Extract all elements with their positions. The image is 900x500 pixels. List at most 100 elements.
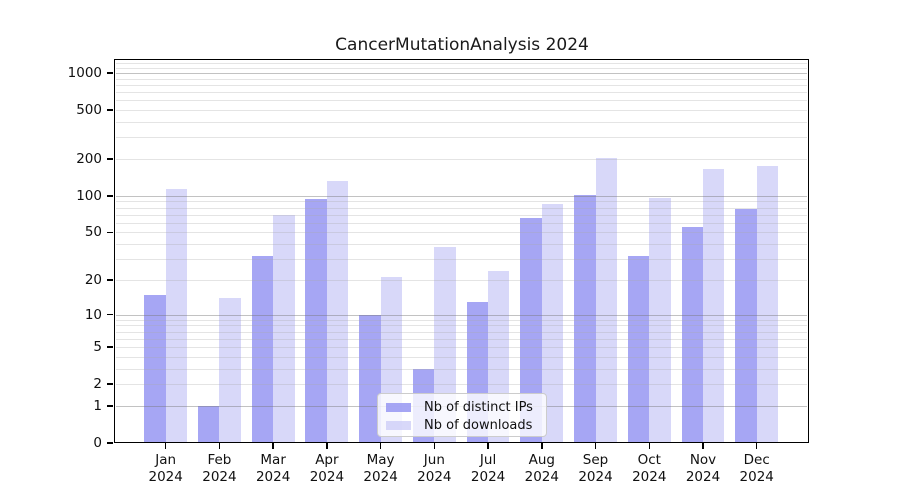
minor-gridline (116, 356, 807, 358)
major-gridline (116, 73, 807, 75)
bar-distinct-ips (627, 255, 650, 443)
bar-distinct-ips (574, 194, 596, 443)
y-tick-label: 10 (84, 306, 102, 323)
x-tick (487, 443, 489, 449)
plot-area (114, 59, 809, 443)
minor-gridline (116, 222, 807, 224)
x-tick (164, 443, 167, 449)
minor-gridline (116, 331, 807, 333)
x-tick-label: Sep 2024 (578, 452, 613, 485)
bar-downloads (326, 181, 349, 443)
x-tick (541, 443, 543, 449)
y-tick (107, 195, 113, 197)
minor-gridline (116, 347, 807, 349)
bar-downloads (649, 198, 671, 443)
minor-gridline (116, 78, 807, 80)
bar-distinct-ips (735, 209, 757, 443)
x-tick-label: Aug 2024 (524, 452, 559, 485)
x-tick (272, 443, 274, 449)
minor-gridline (116, 325, 807, 327)
bar-downloads (595, 157, 617, 443)
legend: Nb of distinct IPs Nb of downloads (377, 393, 547, 437)
minor-gridline (116, 63, 807, 65)
minor-gridline (116, 137, 807, 139)
minor-gridline (116, 279, 807, 281)
y-tick-label: 100 (76, 187, 102, 204)
x-tick-label: Jul 2024 (470, 452, 506, 485)
x-tick-label: Jun 2024 (417, 452, 452, 485)
minor-gridline (116, 67, 807, 69)
x-tick (755, 443, 758, 449)
minor-gridline (116, 110, 807, 112)
y-tick-label: 0 (93, 435, 102, 451)
bar-distinct-ips (520, 217, 542, 443)
x-tick (379, 443, 382, 449)
y-tick (107, 346, 113, 348)
bar-downloads (219, 297, 241, 443)
y-tick (107, 405, 113, 407)
bar-distinct-ips (681, 226, 703, 443)
x-tick (594, 443, 597, 449)
x-tick-label: Mar 2024 (255, 452, 291, 485)
x-tick-label: Nov 2024 (685, 452, 721, 485)
bar-downloads (165, 189, 188, 443)
bar-downloads (756, 165, 779, 443)
bar-distinct-ips (359, 314, 381, 443)
legend-item-ips: Nb of distinct IPs (386, 398, 538, 416)
y-tick-label: 50 (84, 224, 102, 241)
y-tick-label: 1 (93, 397, 102, 414)
y-tick-label: 20 (84, 271, 102, 288)
y-tick-label: 5 (93, 339, 102, 356)
x-tick-label: Oct 2024 (632, 452, 667, 485)
bar-downloads (703, 169, 725, 443)
minor-gridline (116, 384, 807, 386)
x-tick-label: Apr 2024 (309, 452, 345, 485)
y-tick (107, 279, 113, 281)
minor-gridline (116, 207, 807, 209)
x-tick-label: May 2024 (363, 452, 398, 485)
x-tick (433, 443, 436, 449)
legend-label-ips: Nb of distinct IPs (424, 399, 533, 415)
y-tick (107, 158, 113, 160)
y-tick-label: 500 (76, 102, 102, 119)
minor-gridline (116, 100, 807, 102)
y-tick (107, 313, 113, 316)
y-tick (107, 72, 113, 74)
x-tick (326, 443, 328, 449)
minor-gridline (116, 338, 807, 340)
y-tick (107, 109, 113, 111)
minor-gridline (116, 319, 807, 321)
y-tick-label: 2 (93, 376, 102, 393)
minor-gridline (116, 84, 807, 86)
bar-downloads (273, 214, 295, 443)
minor-gridline (116, 368, 807, 370)
x-tick-label: Feb 2024 (202, 452, 237, 485)
legend-item-downloads: Nb of downloads (386, 416, 538, 434)
bar-distinct-ips (198, 405, 220, 443)
minor-gridline (116, 159, 807, 161)
bar-downloads (541, 203, 564, 443)
minor-gridline (116, 92, 807, 94)
minor-gridline (116, 259, 807, 261)
minor-gridline (116, 214, 807, 216)
x-tick (218, 443, 221, 449)
legend-swatch-downloads (386, 420, 411, 430)
x-tick (702, 443, 704, 449)
y-tick (107, 383, 113, 385)
minor-gridline (116, 232, 807, 234)
minor-gridline (116, 201, 807, 203)
x-tick-label: Jan 2024 (148, 452, 183, 485)
x-tick-label: Dec 2024 (739, 452, 774, 485)
y-tick (107, 231, 113, 234)
minor-gridline (116, 244, 807, 246)
x-tick (648, 443, 651, 449)
legend-label-downloads: Nb of downloads (424, 417, 533, 433)
y-tick-label: 200 (76, 151, 102, 168)
major-gridline (116, 195, 807, 197)
bar-distinct-ips (305, 198, 327, 443)
major-gridline (116, 314, 807, 316)
y-tick (107, 442, 113, 444)
bar-distinct-ips (251, 255, 274, 443)
